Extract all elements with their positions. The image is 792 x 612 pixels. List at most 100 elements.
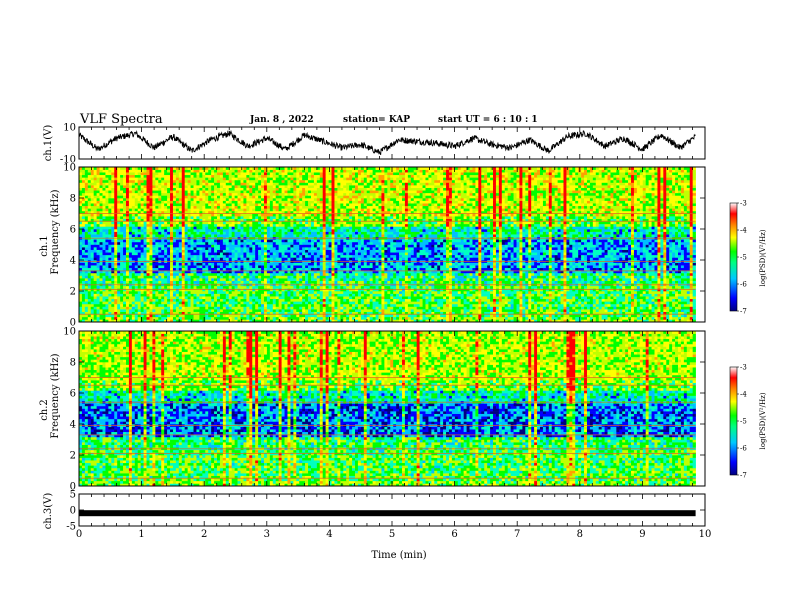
sg1-cell [669,294,675,297]
sg1-cell [575,263,581,266]
sg1-cell [631,291,637,294]
sg1-cell [478,304,481,307]
sg1-cell [610,276,613,279]
sg1-cell [423,299,426,302]
sg1-cell [102,301,108,304]
sg1-cell [129,257,132,260]
sg1-cell [211,257,214,260]
sg1-cell [425,296,428,299]
sg1-cell [264,265,267,268]
sg1-cell [405,247,408,250]
sg1-cell [493,278,496,281]
sg1-cell [220,257,223,260]
sg1-cell [675,286,681,289]
sg1-cell [314,304,320,307]
sg1-cell [525,281,528,284]
sg1-cell [141,252,147,255]
sg1-cell [320,286,323,289]
sg1-cell [147,281,150,284]
sg1-cell [182,301,185,304]
sg1-cell [208,304,211,307]
sg1-cell [179,268,182,271]
sg1-cell [202,276,205,279]
sg1-cell [490,286,493,289]
sg1-cell [261,296,264,299]
sg1-cell [431,252,434,255]
sg1-cell [687,281,690,284]
sg1-cell [493,257,496,260]
sg1-cell [581,296,587,299]
sg1-cell [458,286,461,289]
sg1-cell [593,307,596,310]
sg1-cell [279,299,285,302]
sg1-cell [147,278,153,281]
sg1-cell [425,276,428,279]
sg1-cell [605,278,608,281]
sg1-cell [531,304,534,307]
sg1-cell [88,265,91,268]
sg1-cell [420,286,423,289]
sg1-cell [678,268,690,271]
sg1-cell [196,294,199,297]
sg1-cell [396,309,399,312]
sg1-cell [196,263,202,266]
sg1-cell [85,250,88,253]
sg1-cell [660,281,663,284]
sg1-cell [593,278,596,281]
sg1-cell [152,278,155,281]
sg1-cell [631,276,634,279]
sg1-cell [141,307,144,310]
sg1-cell [314,268,317,271]
sg1-cell [332,247,335,250]
sg1-cell [252,276,255,279]
sg1-cell [238,299,241,302]
sg1-cell [188,257,191,260]
sg1-cell [420,317,423,320]
sg1-cell [376,257,382,260]
sg1-cell [396,276,402,279]
sg1-cell [114,247,117,250]
sg1-cell [152,301,155,304]
sg1-cell [628,273,631,276]
sg1-cell [646,247,649,250]
sg1-cell [105,265,108,268]
sg1-cell [147,242,150,245]
sg1-cell [361,299,364,302]
sg1-cell [170,265,173,268]
sg1-cell [208,307,214,310]
sg1-cell [364,242,367,245]
sg1-cell [684,255,687,258]
sg1-cell [317,263,320,266]
sg1-cell [681,255,684,258]
sg1-cell [279,255,282,258]
sg1-cell [152,263,170,266]
sg1-cell [138,291,141,294]
sg1-cell [420,273,423,276]
sg1-cell [337,263,340,266]
sg1-cell [343,304,349,307]
sg1-cell [320,278,323,281]
sg1-cell [587,255,593,258]
sg1-cell [334,276,337,279]
sg1-cell [276,301,279,304]
sg1-cell [437,265,440,268]
sg1-cell [214,245,220,248]
sg1-cell [631,307,634,310]
sg1-cell [414,276,417,279]
sg1-cell [631,250,634,253]
sg1-cell [155,301,161,304]
sg1-cell [179,296,182,299]
sg1-cell [425,291,428,294]
sg1-cell [287,301,290,304]
sg1-cell [393,309,396,312]
sg1-cell [326,268,329,271]
sg1-cell [240,309,243,312]
sg1-cell [123,273,126,276]
sg1-cell [141,291,144,294]
sg1-cell [399,273,405,276]
sg1-cell [220,278,226,281]
sg1-cell [85,309,88,312]
sg1-cell [652,307,655,310]
sg1-cell [293,245,299,248]
sg1-cell [252,307,255,310]
